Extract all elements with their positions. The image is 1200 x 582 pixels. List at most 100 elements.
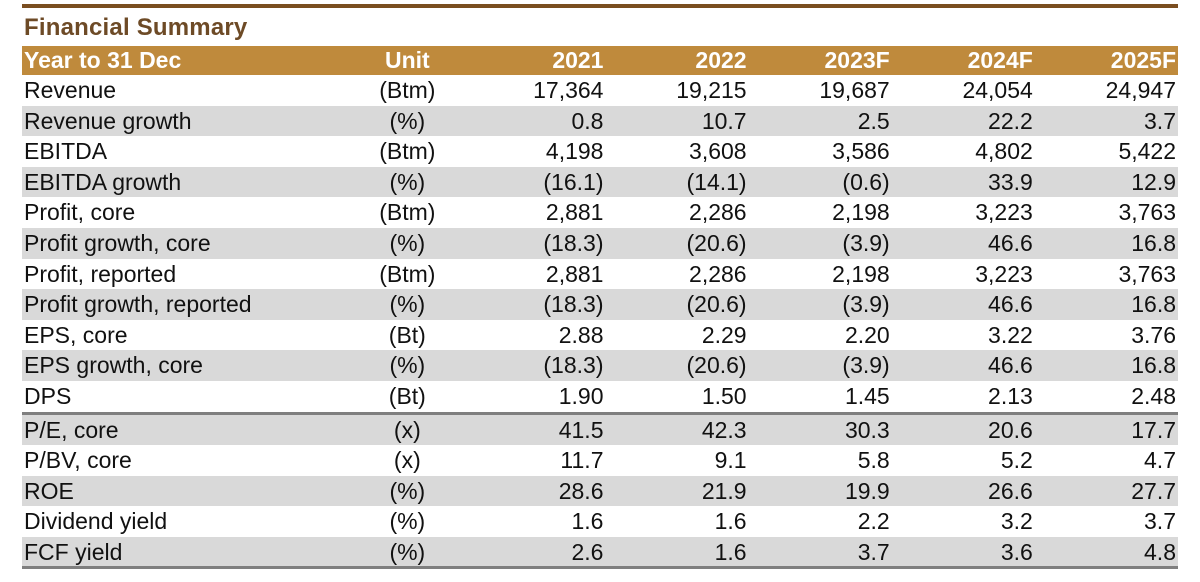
table-row: P/BV, core (x) 11.7 9.1 5.8 5.2 4.7 (22, 445, 1178, 476)
row-label: EBITDA growth (22, 166, 353, 198)
row-value: 33.9 (891, 166, 1035, 198)
table-row: EBITDA (Btm) 4,198 3,608 3,586 4,802 5,4… (22, 136, 1178, 167)
row-value: 20.6 (891, 411, 1035, 446)
table-row: EBITDA growth (%) (16.1) (14.1) (0.6) 33… (22, 166, 1178, 198)
header-label: Year to 31 Dec (22, 46, 353, 75)
row-value: 3.22 (988, 321, 1033, 348)
row-value: 46.6 (891, 289, 1035, 320)
row-value: 2,286 (689, 260, 747, 287)
page-title: Financial Summary (24, 14, 248, 41)
header-year: 2023F (748, 46, 892, 75)
row-value: 1.90 (558, 382, 604, 409)
row-label: Profit, reported (24, 260, 177, 287)
row-value: 2.13 (988, 382, 1033, 409)
row-value: 19.9 (748, 475, 892, 507)
header-year: 2022 (605, 46, 749, 75)
row-unit: (%) (352, 227, 463, 259)
table-row: Profit, core (Btm) 2,881 2,286 2,198 3,2… (22, 197, 1178, 228)
row-value: 2,198 (832, 260, 890, 287)
row-value: (20.6) (605, 350, 749, 381)
row-value: 2.20 (844, 321, 890, 348)
row-value: (18.3) (462, 227, 606, 259)
row-value: 2.5 (748, 105, 892, 137)
row-label: Dividend yield (24, 508, 168, 535)
row-value: 3,763 (1118, 260, 1176, 287)
row-unit: (Bt) (388, 321, 426, 348)
row-unit: (Btm) (379, 77, 436, 103)
row-value: 4,198 (545, 138, 604, 165)
row-value: 1.6 (605, 536, 749, 568)
table-row: DPS (Bt) 1.90 1.50 1.45 2.13 2.48 (22, 381, 1178, 413)
row-value: 30.3 (748, 411, 892, 446)
row-unit: (Bt) (388, 382, 426, 409)
table-row: Revenue growth (%) 0.8 10.7 2.5 22.2 3.7 (22, 105, 1178, 137)
row-value: 1.6 (571, 508, 604, 535)
row-value: 26.6 (891, 475, 1035, 507)
row-value: (18.3) (462, 350, 606, 381)
row-value: 16.8 (1034, 289, 1178, 320)
row-label: EPS growth, core (22, 350, 353, 381)
row-label: Profit growth, reported (22, 289, 353, 320)
header-year: 2024F (891, 46, 1035, 75)
row-unit: (%) (352, 475, 463, 507)
row-value: 3.7 (1034, 105, 1178, 137)
header-year: 2021 (462, 46, 606, 75)
row-value: 3,223 (975, 199, 1033, 226)
row-label: Profit, core (24, 199, 136, 226)
row-unit: (x) (352, 411, 463, 446)
row-value: 2.88 (558, 321, 604, 348)
row-value: 3.76 (1131, 321, 1176, 348)
financial-summary-table: Year to 31 Dec Unit 2021 2022 2023F 2024… (22, 46, 1178, 568)
header-unit: Unit (352, 46, 463, 75)
row-value: 5,422 (1118, 138, 1176, 165)
row-value: 9.1 (714, 447, 747, 474)
row-value: 2.6 (462, 536, 606, 568)
row-value: 1.6 (714, 508, 747, 535)
row-value: 21.9 (605, 475, 749, 507)
row-label: Revenue (24, 77, 117, 103)
row-value: 4.8 (1034, 536, 1178, 568)
row-value: 16.8 (1034, 350, 1178, 381)
row-value: 2,286 (689, 199, 747, 226)
header-row: Year to 31 Dec Unit 2021 2022 2023F 2024… (22, 46, 1178, 75)
row-value: 16.8 (1034, 227, 1178, 259)
row-value: (3.9) (748, 289, 892, 320)
row-value: 19,687 (819, 77, 890, 103)
row-value: 2,198 (832, 199, 890, 226)
row-value: (20.6) (605, 289, 749, 320)
row-value: 2.48 (1131, 382, 1176, 409)
bottom-rule (22, 566, 1178, 569)
row-unit: (x) (393, 447, 421, 474)
row-value: (0.6) (748, 166, 892, 198)
row-label: DPS (24, 382, 72, 409)
table-row: Revenue (Btm) 17,364 19,215 19,687 24,05… (22, 75, 1178, 106)
table-row: Profit growth, core (%) (18.3) (20.6) (3… (22, 227, 1178, 259)
row-unit: (%) (389, 508, 426, 535)
row-label: EBITDA (24, 138, 108, 165)
row-value: 1.50 (701, 382, 747, 409)
header-year: 2025F (1034, 46, 1178, 75)
row-value: 11.7 (560, 447, 604, 474)
row-value: (16.1) (462, 166, 606, 198)
row-value: (3.9) (748, 350, 892, 381)
row-value: 4,802 (975, 138, 1033, 165)
row-label: ROE (22, 475, 353, 507)
row-value: 17.7 (1034, 411, 1178, 446)
row-unit: (%) (352, 350, 463, 381)
table-row: EPS, core (Bt) 2.88 2.29 2.20 3.22 3.76 (22, 320, 1178, 351)
row-value: 3,586 (832, 138, 890, 165)
row-label: P/E, core (22, 411, 353, 446)
row-value: 46.6 (891, 350, 1035, 381)
row-value: 24,054 (962, 77, 1033, 103)
row-unit: (Btm) (379, 199, 436, 226)
table-row: EPS growth, core (%) (18.3) (20.6) (3.9)… (22, 350, 1178, 381)
row-value: 1.45 (844, 382, 890, 409)
row-unit: (%) (352, 289, 463, 320)
row-unit: (Btm) (379, 260, 436, 287)
table-row: Dividend yield (%) 1.6 1.6 2.2 3.2 3.7 (22, 506, 1178, 537)
table-row: FCF yield (%) 2.6 1.6 3.7 3.6 4.8 (22, 536, 1178, 568)
row-value: (3.9) (748, 227, 892, 259)
row-value: 3.7 (748, 536, 892, 568)
row-value: 24,947 (1105, 77, 1176, 103)
row-value: 2,881 (545, 260, 604, 287)
